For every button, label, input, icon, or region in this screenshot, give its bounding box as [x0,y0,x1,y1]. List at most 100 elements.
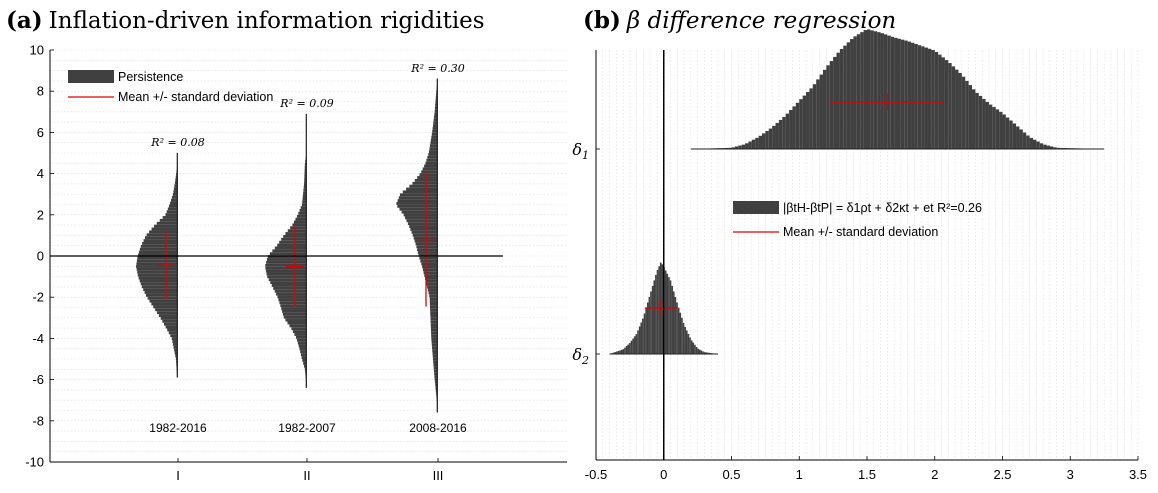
histogram-bar [430,320,438,324]
histogram-bar [755,137,759,149]
histogram-bar [287,229,307,233]
histogram-bar [270,281,307,285]
histogram-bar [430,317,438,321]
histogram-bar [669,280,672,354]
histogram-bar [982,98,986,149]
legend-label-regression: |βtH-βtP| = δ1ρt + δ2κt + et R²=0.26 [783,201,982,215]
histogram-bar [416,245,438,249]
histogram-bar [427,285,438,289]
panel-b-title: (b) β difference regression [583,7,896,34]
y-tick-label: 0 [37,249,44,264]
histogram-bar [731,147,735,149]
histogram-bar [434,112,438,116]
histogram-bar [829,61,834,149]
histogram-bar [958,72,962,149]
histogram-bar [406,219,438,223]
histogram-bar [424,164,438,168]
histogram-bar [143,288,178,292]
histogram-bar [624,347,626,354]
y-tick-label: -4 [32,331,44,346]
histogram-bar [399,193,438,197]
histogram-bar [171,198,178,202]
histogram-bar [687,333,690,354]
histogram-bar [409,225,438,228]
histogram-bar [165,213,178,217]
y-tick-label: -10 [25,455,44,470]
histogram-bar [435,103,438,107]
histogram-bar [174,181,178,185]
histogram-bar [160,316,178,320]
histogram-bar [433,121,438,125]
legend-label-persistence: Persistence [118,70,183,84]
histogram-bar [656,269,659,354]
histogram-bar [266,272,307,276]
histogram-bar [653,280,656,354]
histogram-bar [988,104,993,149]
histogram-bar [282,312,307,316]
histogram-bar [900,39,905,149]
histogram-bar [292,223,307,227]
histogram-bar [304,180,307,184]
histogram-bar [836,52,840,150]
histogram-bar [724,147,729,149]
histogram-bar [745,143,749,149]
histogram-bar [698,349,701,354]
histogram-bar [292,330,307,334]
histogram-bar [171,337,178,341]
histogram-bar [157,311,178,315]
histogram-bar [146,233,178,237]
x-tick-label: 3.5 [1129,467,1147,482]
histogram-bar [397,199,438,203]
histogram-bar [1026,135,1030,149]
histogram-bar [1043,144,1047,149]
histogram-bar [904,40,908,149]
histogram-bar [169,204,178,208]
histogram-bar [695,347,698,354]
histogram-bar [1039,143,1044,149]
histogram-bar [1005,117,1010,149]
histogram-bar [399,207,438,211]
histogram-bar [671,285,673,354]
histogram-bar [822,69,827,149]
histogram-bar [280,304,307,308]
histogram-bar [162,216,178,219]
legend: |βtH-βtP| = δ1ρt + δ2κt + et R²=0.26 Mean… [733,201,982,239]
histogram-bar [154,224,178,228]
histogram-bar [681,317,683,354]
histogram-bar [304,174,307,178]
series-δ2: δ2 [572,262,719,367]
histogram-bar [428,153,438,156]
histogram-bar [792,106,796,149]
histogram-bar [927,48,932,149]
histogram-bar [434,106,438,110]
histogram-bar [151,302,178,306]
histogram-bar [809,88,813,149]
histogram-bar [427,155,438,159]
histogram-bar [648,296,651,354]
histogram-bar [640,322,643,354]
series-I: R² = 0.08 1982-2016 [136,136,207,435]
histogram-bar [151,227,178,231]
histogram-bar [1016,126,1020,149]
histogram-bar [433,118,438,122]
period-label: 2008-2016 [409,421,467,435]
histogram-bar [297,338,307,342]
histogram-bar [1060,147,1064,149]
histogram-bar [396,202,438,205]
x-tick-label: 1.5 [858,467,876,482]
histogram-bar [751,139,756,149]
histogram-bar [1012,123,1017,149]
histogram-bar [833,56,837,149]
histogram-bar [638,326,641,354]
histogram-bar [661,264,664,354]
histogram-bar [437,409,438,413]
histogram-bar [401,210,438,214]
histogram-bar [431,334,438,338]
histogram-bar [432,354,438,358]
histogram-bar [429,294,438,298]
histogram-bar [149,299,178,303]
histogram-bar [428,291,438,295]
histogram-bar [799,99,803,149]
histogram-bar [274,289,307,293]
series-II: R² = 0.09 1982-2007 [265,97,336,435]
